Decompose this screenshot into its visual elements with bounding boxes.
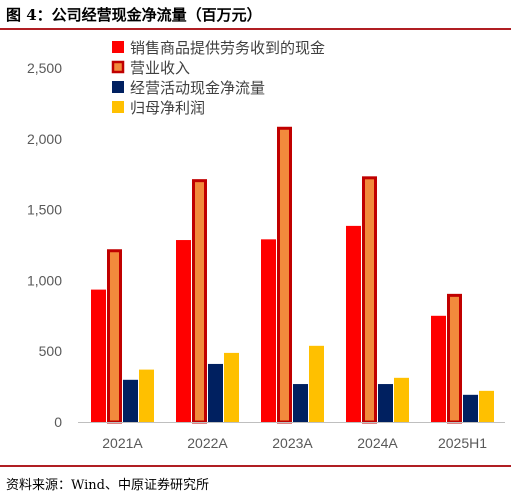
legend-swatch <box>111 60 125 74</box>
legend-swatch <box>112 81 124 93</box>
bar-2-2025H1 <box>447 293 462 424</box>
y-tick-label: 1,000 <box>27 272 62 288</box>
source-note: 资料来源：Wind、中原证券研究所 <box>6 478 209 493</box>
bar-4-2023A <box>309 345 324 422</box>
bar-2-2024A <box>362 176 377 424</box>
bar-chart: 0 500 1,000 1,500 2,000 2,500 2021A 2022A 2023A 2… <box>27 39 505 451</box>
bar-2-2022A <box>192 179 207 424</box>
bar-4-2022A <box>224 352 239 422</box>
bar-4-2021A <box>139 369 154 422</box>
y-tick-label: 2,000 <box>27 131 62 147</box>
bar-2-2023A <box>277 126 292 424</box>
bar-1-2024A <box>346 225 361 422</box>
legend-label: 营业收入 <box>130 59 190 77</box>
legend-label: 销售商品提供劳务收到的现金 <box>130 39 325 57</box>
x-tick-label: 2025H1 <box>438 435 487 451</box>
legend-swatch <box>112 101 124 113</box>
x-tick-label: 2024A <box>357 435 398 451</box>
bar-2-2021A <box>107 249 122 424</box>
legend-label: 经营活动现金净流量 <box>130 79 265 97</box>
source-rule <box>0 465 511 467</box>
x-tick-label: 2022A <box>187 435 228 451</box>
y-tick-label: 1,500 <box>27 202 62 218</box>
bar-3-2023A <box>293 384 308 422</box>
y-tick-label: 500 <box>39 343 63 359</box>
y-tick-label: 2,500 <box>27 60 62 76</box>
bar-3-2024A <box>378 384 393 422</box>
bar-3-2025H1 <box>463 394 478 422</box>
x-tick-label: 2021A <box>102 435 143 451</box>
y-tick-label: 0 <box>54 414 62 430</box>
bar-1-2023A <box>261 239 276 422</box>
title-rule <box>0 28 511 30</box>
bar-1-2022A <box>176 240 191 422</box>
chart-title: 图 4：公司经营现金净流量（百万元） <box>6 6 262 24</box>
bar-3-2021A <box>123 379 138 422</box>
bar-4-2024A <box>394 377 409 422</box>
bar-1-2021A <box>91 289 106 422</box>
bar-1-2025H1 <box>431 315 446 422</box>
x-tick-label: 2023A <box>272 435 313 451</box>
bar-4-2025H1 <box>479 390 494 422</box>
legend-swatch <box>112 41 124 53</box>
bar-3-2022A <box>208 363 223 422</box>
legend-label: 归母净利润 <box>130 99 205 117</box>
